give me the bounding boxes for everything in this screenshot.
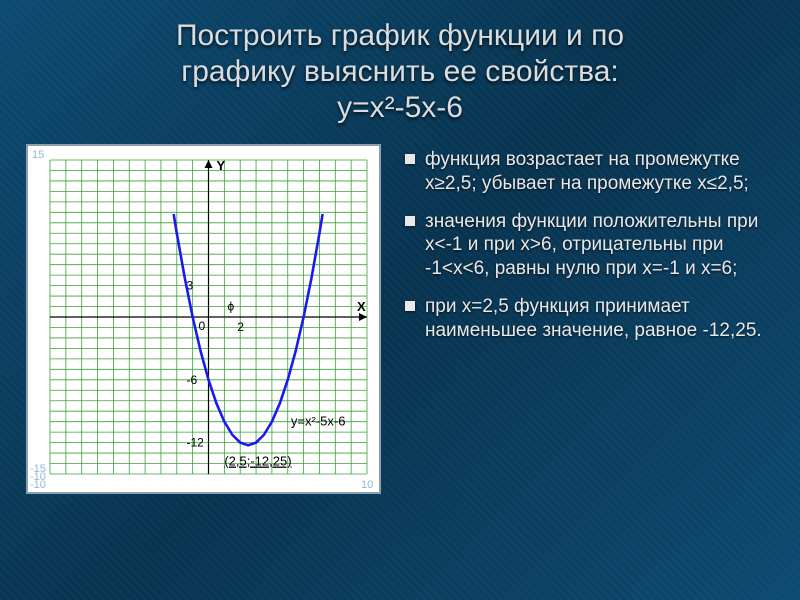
svg-text:ϕ: ϕ (228, 300, 235, 314)
title-line-2: графику выяснить ее свойства: (181, 55, 618, 88)
bullet-item: функция возрастает на промежутке x≥2,5; … (403, 148, 774, 196)
svg-text:-6: -6 (187, 373, 198, 387)
svg-text:15: 15 (32, 149, 44, 161)
bullet-item: значения функции положительны при x<-1 и… (403, 210, 774, 281)
chart-container: YX023-6-12ϕy=x²-5x-6(2,5;-12,25)15-15-10… (26, 144, 381, 494)
svg-text:Y: Y (217, 158, 226, 173)
svg-text:-10: -10 (30, 471, 46, 483)
svg-text:X: X (357, 299, 366, 314)
bullet-item: при x=2,5 функция принимает наименьшее з… (403, 295, 774, 343)
title-line-3: y=x²-5x-6 (337, 91, 463, 124)
svg-text:2: 2 (237, 320, 244, 334)
title-line-1: Построить график функции и по (176, 19, 624, 52)
slide-title: Построить график функции и по графику вы… (26, 18, 774, 126)
parabola-chart: YX023-6-12ϕy=x²-5x-6(2,5;-12,25)15-15-10… (28, 146, 379, 492)
svg-text:y=x²-5x-6: y=x²-5x-6 (291, 414, 346, 429)
svg-text:0: 0 (199, 319, 206, 333)
svg-text:(2,5;-12,25): (2,5;-12,25) (224, 454, 291, 469)
svg-text:10: 10 (361, 479, 373, 491)
bullet-list: функция возрастает на промежутке x≥2,5; … (403, 144, 774, 356)
content-row: YX023-6-12ϕy=x²-5x-6(2,5;-12,25)15-15-10… (26, 144, 774, 494)
svg-text:-12: -12 (187, 436, 205, 450)
slide: Построить график функции и по графику вы… (0, 0, 800, 600)
